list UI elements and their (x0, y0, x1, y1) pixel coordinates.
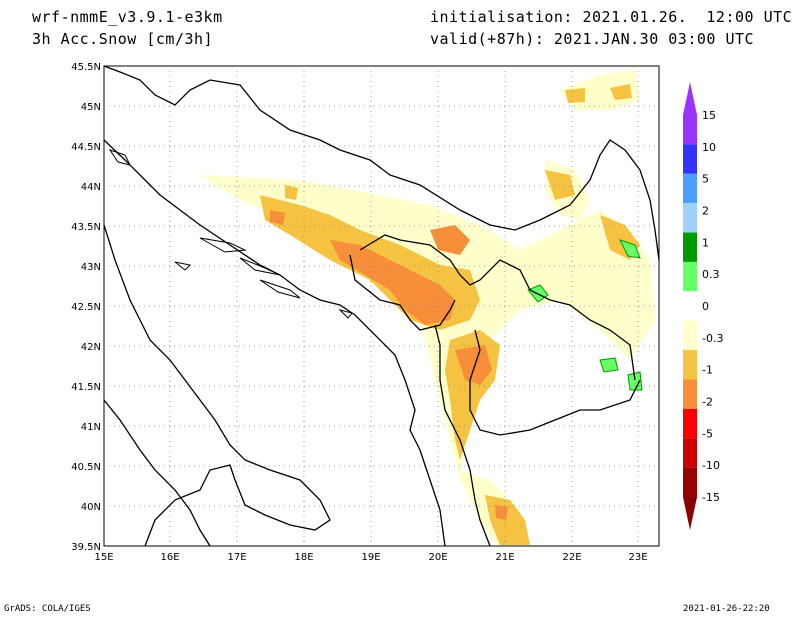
init-time: initialisation: 2021.01.26. 12:00 UTC (430, 8, 793, 26)
snow-melt-regions (527, 239, 643, 391)
lat-label: 41N (81, 422, 101, 433)
colorbar-label: 2 (702, 205, 709, 218)
lon-label: 21E (495, 552, 514, 563)
colorbar-label: -10 (702, 459, 720, 472)
colorbar-label: -0.3 (702, 332, 723, 345)
longitude-labels: 15E 16E 17E 18E 19E 20E 21E 22E 23E (94, 552, 647, 563)
colorbar-label: -15 (702, 491, 720, 504)
colorbar-swatch (683, 173, 697, 204)
lat-label: 39.5N (71, 542, 101, 553)
colorbar-swatch (683, 203, 697, 233)
lon-label: 19E (361, 552, 380, 563)
footer-credit: GrADS: COLA/IGES (4, 604, 91, 614)
lat-label: 40N (81, 502, 101, 513)
colorbar-label: -5 (702, 427, 713, 440)
colorbar-swatch (683, 350, 697, 380)
model-title: wrf-nmmE_v3.9.1-e3km (32, 8, 223, 26)
colorbar-label: 15 (702, 109, 716, 122)
lat-label: 42N (81, 342, 101, 353)
colorbar-label: 0.3 (702, 268, 720, 281)
colorbar-swatch (683, 379, 697, 409)
colorbar-label: 10 (702, 141, 716, 154)
lon-label: 23E (628, 552, 647, 563)
colorbar-label: -1 (702, 364, 713, 377)
lat-label: 44.5N (71, 142, 101, 153)
colorbar-label: -2 (702, 396, 713, 409)
lat-label: 43.5N (71, 222, 101, 233)
lon-label: 22E (562, 552, 581, 563)
colorbar-label: 0 (702, 300, 709, 313)
lon-label: 20E (428, 552, 447, 563)
coastlines-borders (103, 65, 660, 547)
latitude-labels: 45.5N 45N 44.5N 44N 43.5N 43N 42.5N 42N … (71, 62, 101, 553)
colorbar-top-arrow (683, 82, 697, 115)
lon-label: 18E (294, 552, 313, 563)
islands (108, 149, 353, 319)
colorbar-swatch (683, 144, 697, 174)
colorbar-swatch (683, 291, 697, 321)
colorbar-label: 5 (702, 173, 709, 186)
lat-label: 43N (81, 262, 101, 273)
lat-label: 45.5N (71, 62, 101, 73)
colorbar: 15 10 5 2 1 0.3 0 -0.3 -1 -2 -5 -10 -15 (683, 82, 723, 530)
colorbar-swatch (683, 232, 697, 262)
field-title: 3h Acc.Snow [cm/3h] (32, 30, 214, 48)
colorbar-swatch (683, 408, 697, 439)
colorbar-swatch (683, 320, 697, 351)
lat-label: 41.5N (71, 382, 101, 393)
footer-timestamp: 2021-01-26-22:20 (683, 604, 770, 614)
valid-time: valid(+87h): 2021.JAN.30 03:00 UTC (430, 30, 755, 48)
colorbar-swatch (683, 115, 697, 145)
colorbar-swatch (683, 438, 697, 468)
lat-label: 42.5N (71, 302, 101, 313)
colorbar-swatch (683, 261, 697, 292)
lon-label: 17E (227, 552, 246, 563)
lon-label: 16E (160, 552, 179, 563)
lat-label: 45N (81, 102, 101, 113)
colorbar-label: 1 (702, 236, 709, 249)
lat-label: 40.5N (71, 462, 101, 473)
snow-heavy-regions (270, 210, 508, 520)
lat-label: 44N (81, 182, 101, 193)
colorbar-swatch (683, 467, 697, 497)
colorbar-bottom-arrow (683, 497, 697, 530)
lon-label: 15E (94, 552, 113, 563)
